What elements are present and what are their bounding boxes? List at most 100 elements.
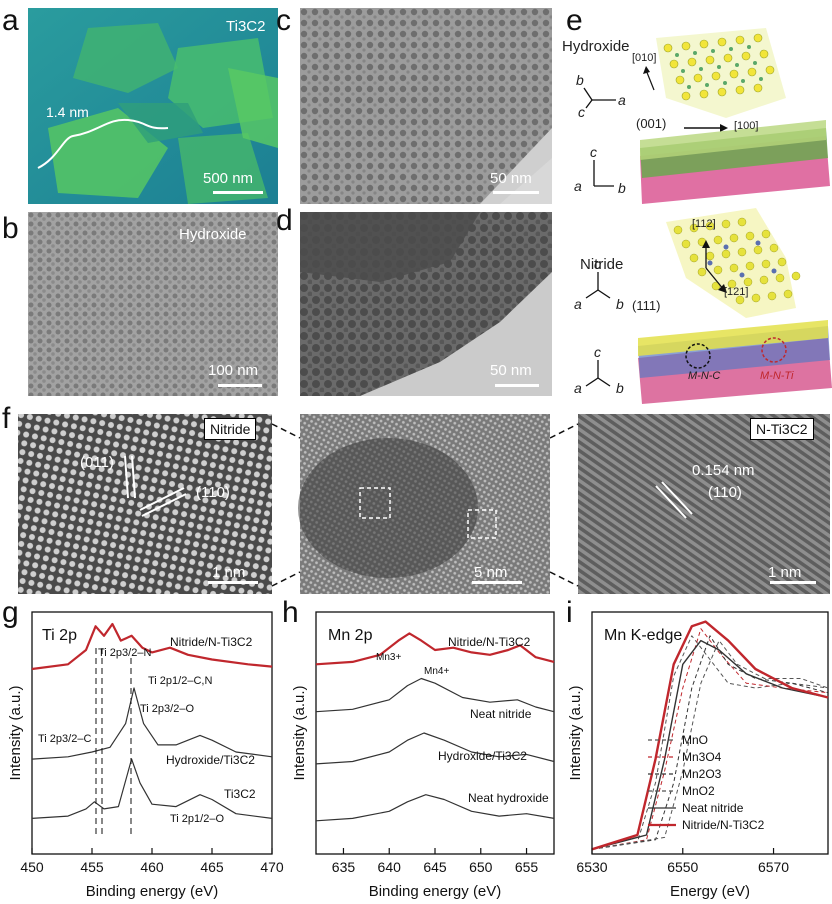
- tem-d-image: 50 nm: [300, 212, 552, 396]
- series-i-nitride-n-ti3c2: [591, 620, 829, 851]
- afm-thickness-label: 1.4 nm: [46, 104, 89, 120]
- axis-a-1: a: [618, 92, 626, 108]
- nitride-title: Nitride: [580, 256, 624, 273]
- axes-1: [583, 87, 616, 109]
- ann-ti2p12cn: Ti 2p1/2–C,N: [148, 675, 212, 687]
- tick-label-i: 6570: [758, 859, 789, 875]
- legend-label: MnO: [682, 733, 708, 747]
- ann-mn4: Mn4+: [424, 666, 449, 677]
- legend-label: MnO2: [682, 784, 715, 798]
- curve-g-2-label: Hydroxide/Ti3C2: [166, 753, 255, 767]
- chart-h-xlabel: Binding energy (eV): [369, 883, 502, 900]
- ann-ti2p32c: Ti 2p3/2–C: [38, 733, 91, 745]
- tick-label-g: 455: [80, 859, 104, 875]
- chart-i-ylabel: Intensity (a.u.): [567, 685, 584, 780]
- afm-image: Ti3C2 1.4 nm 500 nm: [28, 8, 278, 204]
- tem-c-image: 50 nm: [300, 8, 552, 204]
- axes-3: [585, 272, 611, 299]
- axes-2: [593, 160, 614, 187]
- frame-i: [591, 611, 829, 855]
- curve-h-4-label: Neat hydroxide: [468, 791, 549, 805]
- axis-a-2: a: [574, 178, 582, 194]
- plane-111-label: (111): [632, 298, 661, 313]
- tick-label-g: 450: [20, 859, 44, 875]
- nti3c2-tag: N-Ti3C2: [750, 418, 814, 440]
- hydroxide-title: Hydroxide: [562, 38, 630, 55]
- tick-label-g: 465: [200, 859, 224, 875]
- tick-label-h: 640: [378, 859, 402, 875]
- axis-b-4: b: [616, 380, 624, 396]
- hrtem-row: [18, 414, 830, 594]
- nitride-side-view: [638, 320, 832, 404]
- chart-i-series: [591, 620, 829, 851]
- curve-g-1-label: Nitride/N-Ti3C2: [170, 635, 253, 649]
- scale-bar-b: [218, 384, 262, 387]
- mnti-label: M-N-Ti: [760, 370, 794, 382]
- panel-letter-i: i: [566, 596, 573, 629]
- tick-label-i: 6550: [667, 859, 698, 875]
- chart-i-xlabel: Energy (eV): [670, 883, 750, 900]
- curve-h-2-label: Neat nitride: [470, 707, 532, 721]
- legend-label: Neat nitride: [682, 801, 744, 815]
- tick-label-h: 645: [423, 859, 447, 875]
- panel-letter-c: c: [276, 4, 291, 37]
- axis-b-3: b: [616, 296, 624, 312]
- series-i-neat-nitride: [591, 639, 829, 850]
- series-g-hydroxide-ti3c2: [31, 687, 273, 760]
- scale-bar-a: [213, 191, 263, 194]
- scale-text-c: 50 nm: [490, 170, 532, 187]
- legend-label: Nitride/N-Ti3C2: [682, 818, 765, 832]
- dir-100-label: [100]: [734, 120, 759, 132]
- scale-text-b: 100 nm: [208, 362, 259, 379]
- curve-h-1-label: Nitride/N-Ti3C2: [448, 635, 531, 649]
- axis-b-2: b: [618, 180, 626, 196]
- chart-ticks: 450 455 460 465 470 635 640 645 650 655 6530 6550 65…: [20, 848, 789, 875]
- tick-label-h: 655: [515, 859, 539, 875]
- series-g-nitride-n-ti3c2: [31, 622, 273, 671]
- series-h-hydroxide-ti3c2: [315, 732, 555, 765]
- chart-g-xlabel: Binding energy (eV): [86, 883, 219, 900]
- nitride-lattice: [666, 208, 801, 318]
- tick-label-g: 470: [260, 859, 284, 875]
- ann-ti2p32o: Ti 2p3/2–O: [140, 703, 194, 715]
- curve-h-3-label: Hydroxide/Ti3C2: [438, 749, 527, 763]
- tick-label-g: 460: [140, 859, 164, 875]
- structure-panel-e: Hydroxide Nitride: [556, 8, 832, 404]
- ann-ti2p32n: Ti 2p3/2–N: [98, 647, 151, 659]
- hydroxide-side-view: [640, 120, 830, 204]
- curve-g-3-label: Ti3C2: [224, 787, 256, 801]
- afm-ti3c2-label: Ti3C2: [226, 18, 266, 35]
- axis-a-3: a: [574, 296, 582, 312]
- panel-letter-e: e: [566, 4, 583, 37]
- panel-letter-b: b: [2, 212, 19, 245]
- axis-c-2: c: [590, 144, 597, 160]
- axis-c-3: c: [594, 256, 601, 272]
- plane-110-label: (110): [196, 484, 230, 501]
- axes-4: [585, 360, 611, 387]
- plane-011-label: (011): [80, 454, 114, 471]
- series-i-mno: [591, 635, 829, 850]
- plane-110-right-label: (110): [708, 484, 742, 501]
- series-i-mn3o4: [591, 628, 829, 850]
- d-spacing-label: 0.154 nm: [692, 462, 755, 479]
- plane-001-label: (001): [636, 116, 667, 131]
- series-h-nitride-n-ti3c2: [315, 632, 555, 666]
- mnc-label: M-N-C: [688, 370, 721, 382]
- tem-hydroxide-image: Hydroxide 100 nm: [28, 212, 278, 396]
- chart-h-title: Mn 2p: [328, 627, 373, 644]
- legend-label: Mn2O3: [682, 767, 722, 781]
- legend-label: Mn3O4: [682, 750, 722, 764]
- scale-bar-d: [495, 384, 539, 387]
- scale-text-f-mid: 5 nm: [474, 564, 508, 581]
- tick-label-h: 635: [332, 859, 356, 875]
- chart-h-ylabel: Intensity (a.u.): [291, 685, 308, 780]
- tem-hydroxide-label: Hydroxide: [179, 226, 247, 243]
- chart-i-title: Mn K-edge: [604, 627, 682, 644]
- scale-text-f-right: 1 nm: [768, 564, 802, 581]
- chart-g-title: Ti 2p: [42, 627, 77, 644]
- ann-ti2p12o: Ti 2p1/2–O: [170, 813, 224, 825]
- tick-label-h: 650: [469, 859, 493, 875]
- panel-letter-h: h: [282, 596, 299, 629]
- series-g-ti3c2: [31, 758, 273, 819]
- panel-letter-a: a: [2, 4, 19, 37]
